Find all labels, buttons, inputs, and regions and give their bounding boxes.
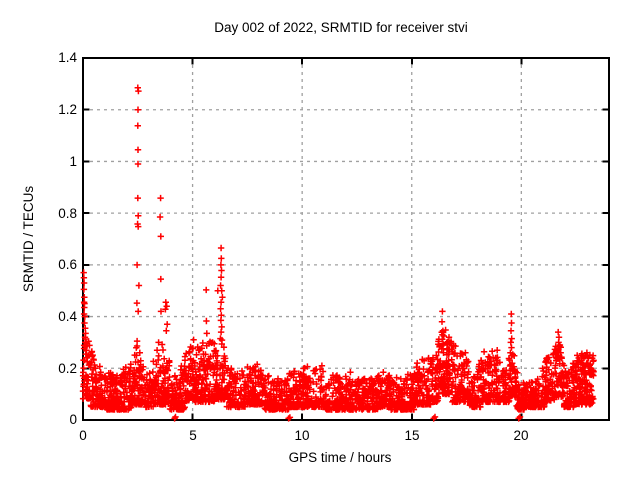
x-tick-label: 15 xyxy=(404,428,419,443)
chart-title: Day 002 of 2022, SRMTID for receiver stv… xyxy=(214,20,468,35)
y-tick-labels: 0 0.2 0.4 0.6 0.8 1 1.2 1.4 xyxy=(58,50,77,427)
x-axis-label: GPS time / hours xyxy=(289,450,392,465)
y-axis-label: SRMTID / TECUs xyxy=(21,186,36,293)
y-tick-label: 0.2 xyxy=(58,361,77,376)
y-tick-label: 0.4 xyxy=(58,309,77,324)
y-tick-label: 0.6 xyxy=(58,257,77,272)
data-points-path xyxy=(79,84,597,422)
data-points-layer xyxy=(79,84,597,422)
x-tick-labels: 0 5 10 15 20 xyxy=(79,428,528,443)
x-tick-label: 5 xyxy=(189,428,197,443)
x-tick-label: 10 xyxy=(294,428,309,443)
x-tick-label: 20 xyxy=(513,428,528,443)
y-tick-label: 0 xyxy=(69,412,77,427)
y-tick-label: 1.4 xyxy=(58,50,77,65)
x-tick-label: 0 xyxy=(79,428,87,443)
y-tick-label: 1 xyxy=(69,154,77,169)
y-tick-label: 0.8 xyxy=(58,206,77,221)
y-tick-label: 1.2 xyxy=(58,102,77,117)
